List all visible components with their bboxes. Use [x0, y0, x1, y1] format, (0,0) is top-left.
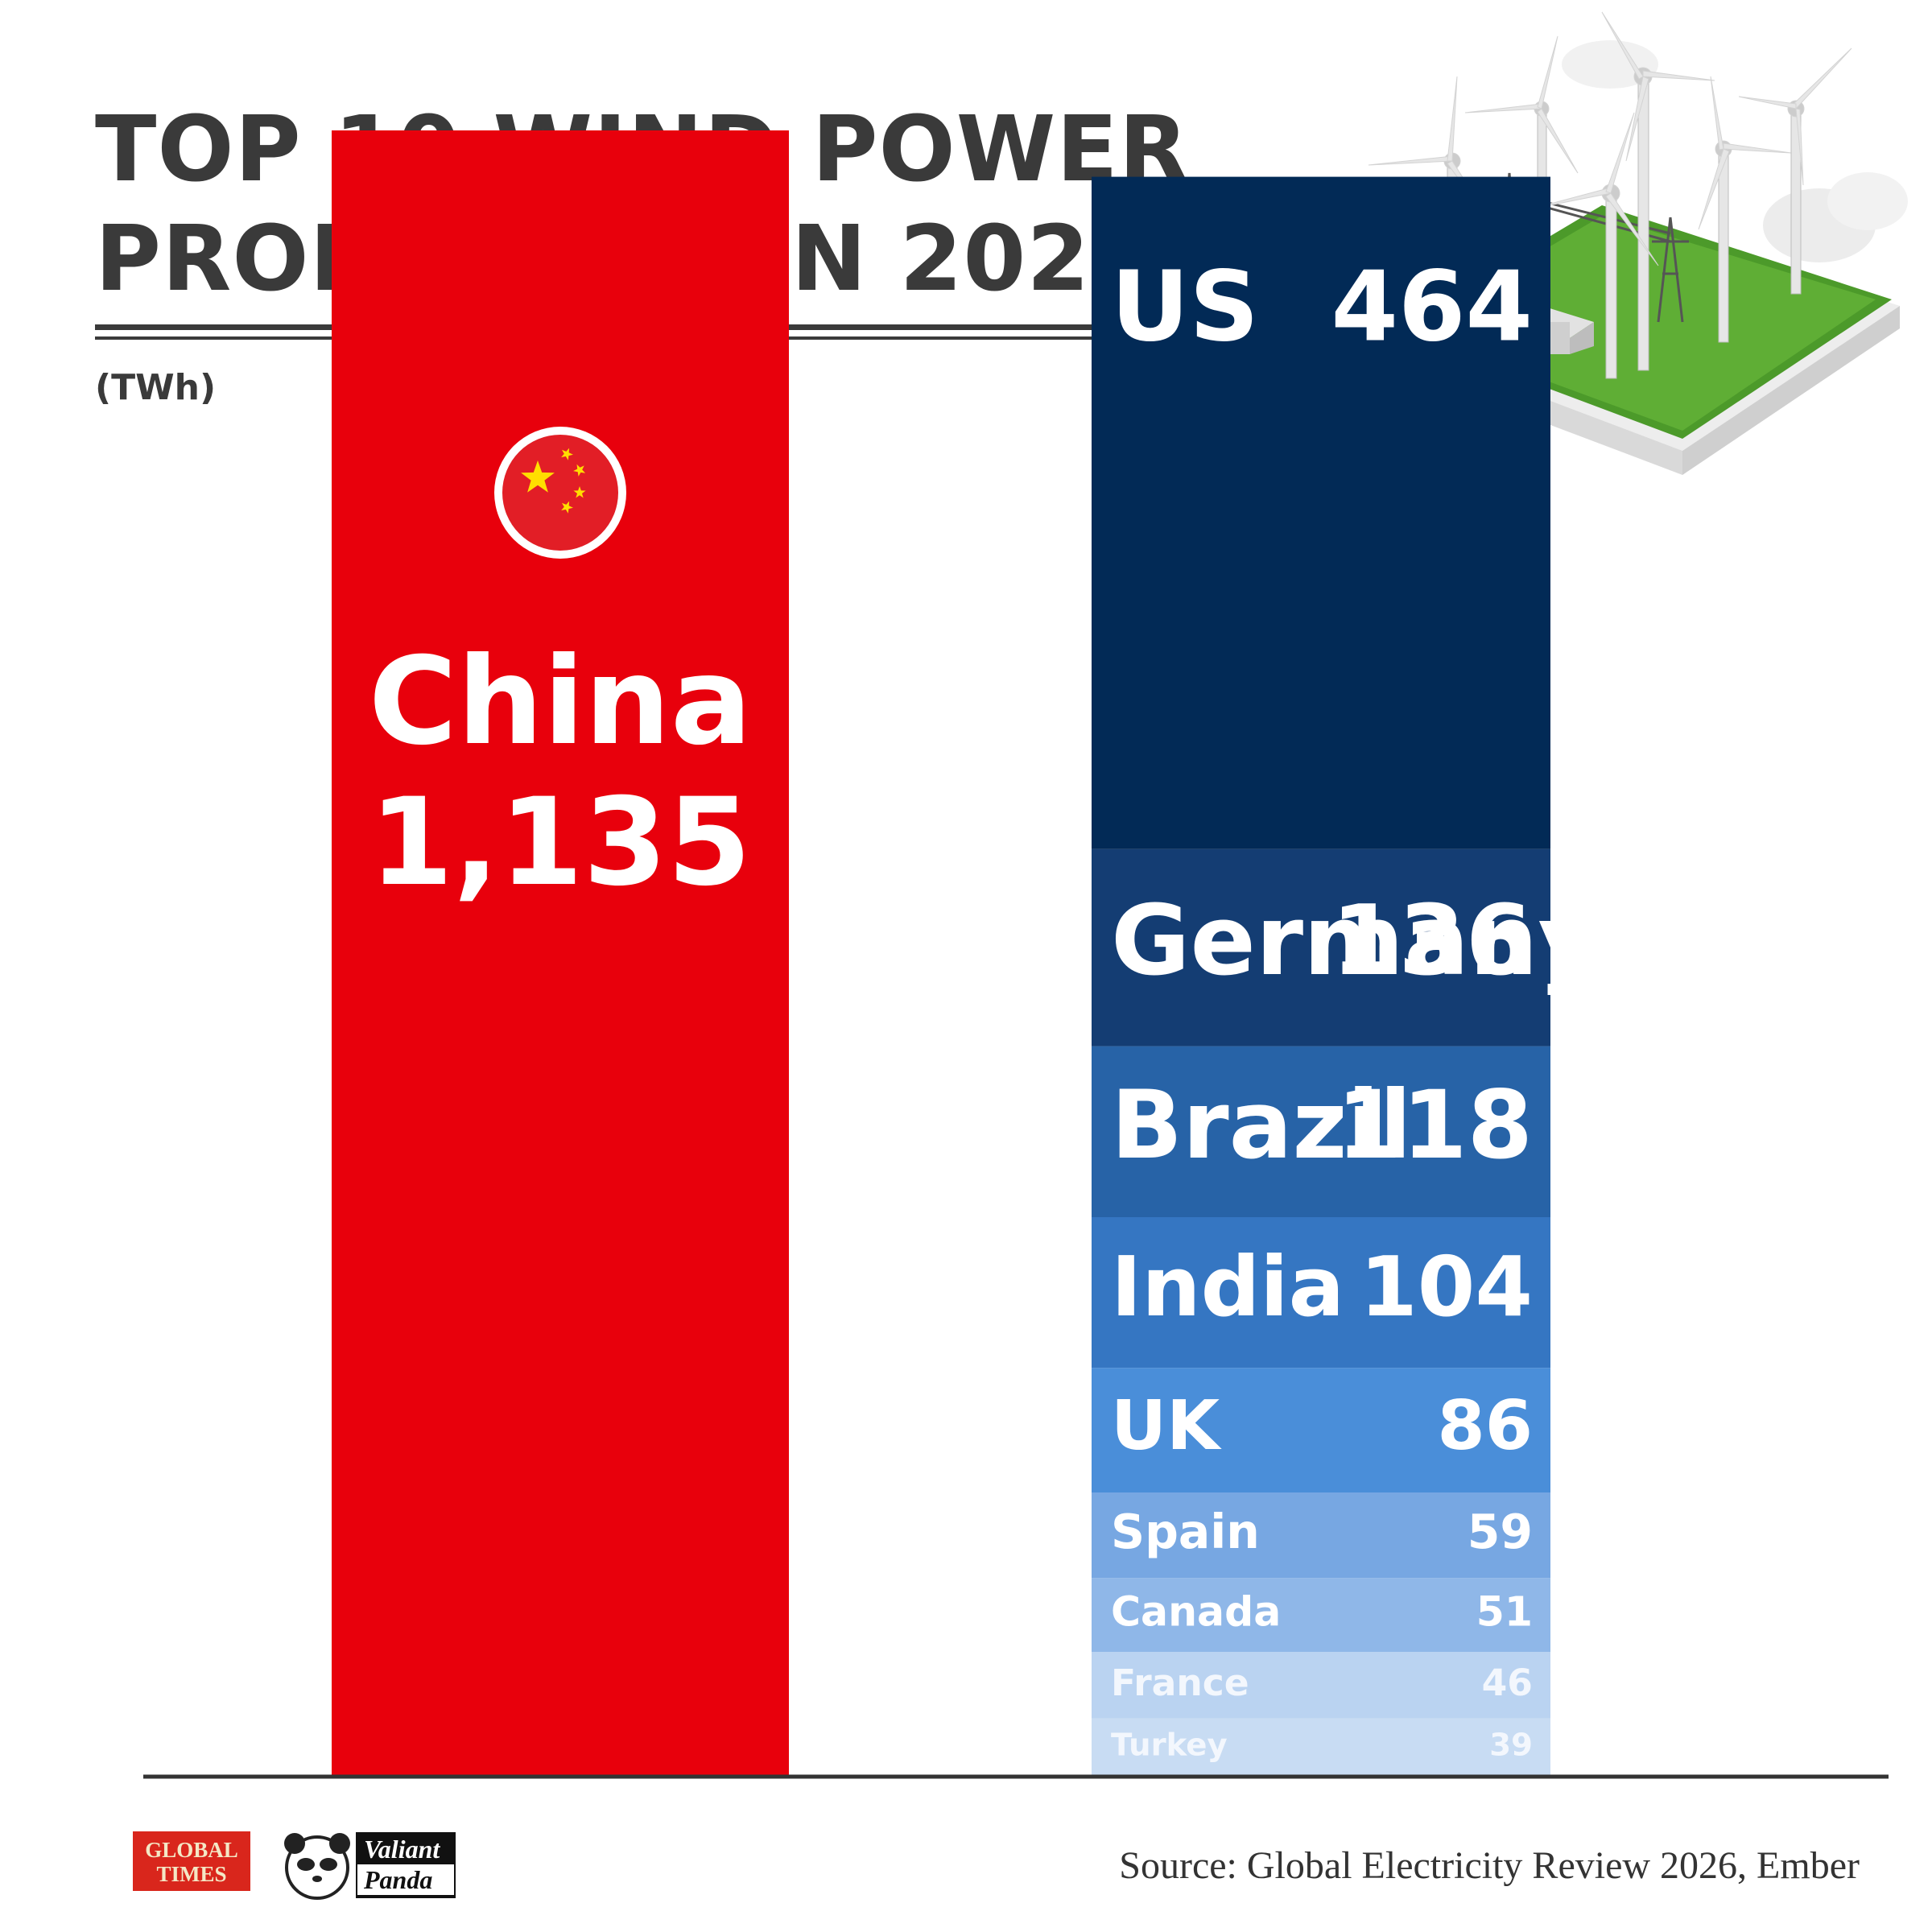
stack-value-spain: 59: [1468, 1505, 1533, 1559]
stack-segment-brazil: [1092, 1046, 1550, 1217]
stack-value-germany: 136: [1331, 886, 1534, 997]
stack-value-brazil: 118: [1336, 1071, 1533, 1180]
logo-times-text: TIMES: [156, 1862, 227, 1886]
stack-value-uk: 86: [1438, 1386, 1533, 1466]
stack-label-spain: Spain: [1111, 1505, 1260, 1559]
stack-value-us: 464: [1331, 251, 1534, 363]
stack-value-canada: 51: [1476, 1588, 1533, 1636]
stack-value-france: 46: [1482, 1662, 1533, 1704]
stack-segment-france: [1092, 1652, 1550, 1719]
stack-label-india: India: [1111, 1239, 1344, 1335]
global-times-logo: GLOBAL TIMES: [133, 1831, 250, 1891]
logo-valiant-text: Valiant: [357, 1834, 454, 1864]
stack-value-turkey: 39: [1489, 1727, 1533, 1763]
flag-star-small: [561, 501, 573, 514]
stack-segment-turkey: [1092, 1718, 1550, 1775]
stack-label-us: US: [1111, 251, 1259, 363]
stack-label-france: France: [1111, 1662, 1249, 1704]
panda-icon: [284, 1833, 350, 1900]
logo-global-text: GLOBAL: [145, 1838, 238, 1862]
valiant-panda-logo: Valiant Panda: [279, 1823, 456, 1903]
unit-label: (TWh): [95, 367, 217, 408]
stack-label-germany: Germany: [1111, 886, 1601, 997]
stack-segment-india: [1092, 1217, 1550, 1368]
china-flag-field: [502, 435, 618, 551]
bar-label-china: China: [369, 632, 752, 772]
logo-panda-text: Panda: [357, 1864, 454, 1895]
stack-segment-canada: [1092, 1578, 1550, 1652]
stack-segment-us: [1092, 176, 1550, 849]
stack-label-uk: UK: [1111, 1386, 1222, 1466]
flag-star-large: [521, 460, 555, 493]
flag-star-small: [573, 464, 586, 477]
bar-value-china: 1,135: [369, 773, 751, 913]
stack-label-brazil: Brazil: [1111, 1071, 1412, 1180]
stack-segment-spain: [1092, 1492, 1550, 1579]
flag-star-small: [561, 448, 573, 460]
stack-label-canada: Canada: [1111, 1588, 1281, 1636]
source-note: Source: Global Electricity Review 2026, …: [1119, 1844, 1860, 1887]
stack-segment-germany: [1092, 848, 1550, 1046]
stack-segment-uk: [1092, 1368, 1550, 1492]
bar-china: [332, 130, 789, 1775]
valiant-panda-wordmark: Valiant Panda: [356, 1832, 456, 1898]
flag-star-small: [573, 486, 586, 498]
stack-value-india: 104: [1360, 1239, 1533, 1335]
stack-label-turkey: Turkey: [1111, 1727, 1228, 1763]
